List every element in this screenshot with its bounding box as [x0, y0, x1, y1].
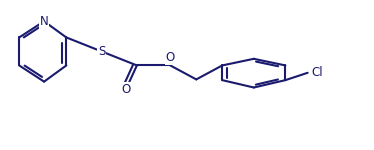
Text: O: O	[166, 51, 175, 64]
Text: Cl: Cl	[311, 66, 323, 79]
Text: N: N	[40, 15, 49, 28]
Text: O: O	[121, 83, 131, 96]
Text: S: S	[98, 45, 105, 58]
